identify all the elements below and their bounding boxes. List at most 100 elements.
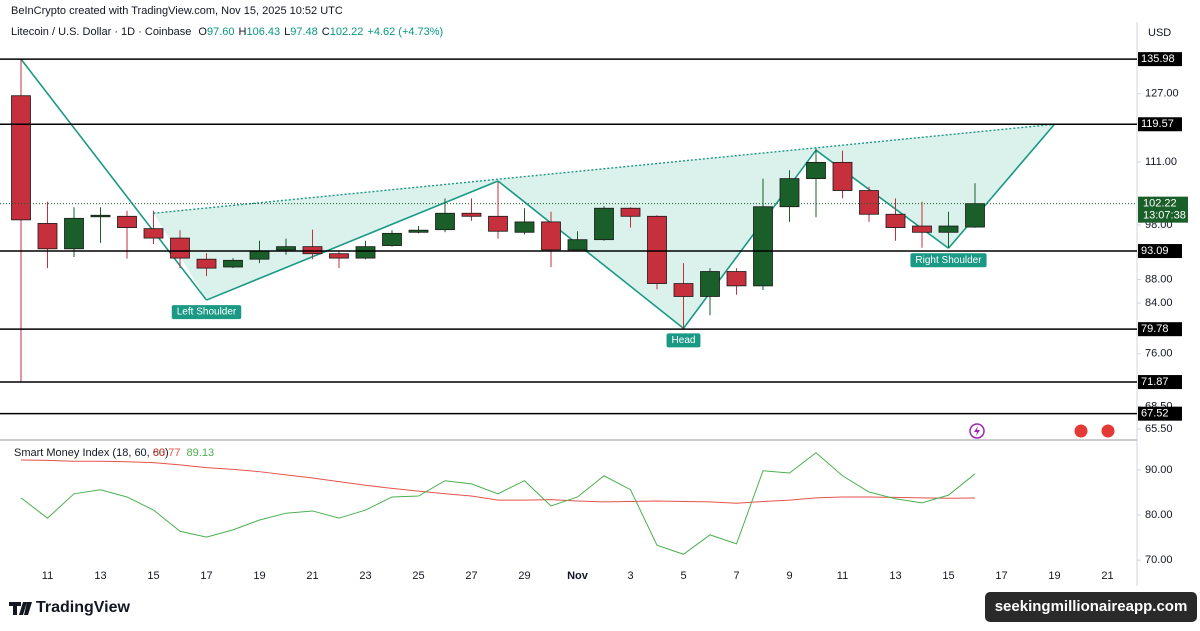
candle-body	[37, 223, 58, 250]
candle-body	[620, 207, 641, 217]
ohlc-key: H	[238, 26, 247, 38]
pattern-segment	[947, 123, 1056, 249]
x-tick-label: 29	[518, 570, 530, 582]
y-tick-label: 88.00	[1145, 273, 1173, 285]
x-tick-label: 19	[1048, 570, 1060, 582]
candle-body	[90, 214, 111, 218]
candle-body	[11, 95, 31, 221]
pattern-segment	[497, 180, 684, 330]
candle-body	[700, 271, 720, 297]
pattern-label: Head	[672, 335, 696, 346]
x-tick-label: 11	[42, 570, 53, 582]
level-label: 119.57	[1141, 118, 1174, 130]
candle-body	[435, 212, 455, 231]
level-label-box	[1138, 117, 1182, 132]
candle-body	[355, 246, 376, 259]
x-tick-label: 17	[995, 570, 1007, 582]
candle-body	[170, 237, 190, 259]
candle-body	[461, 212, 482, 217]
x-tick-label: 9	[786, 570, 792, 582]
x-tick-label: 19	[253, 570, 265, 582]
credit: BeInCrypto created with TradingView.com,…	[11, 5, 343, 17]
x-tick-label: 5	[680, 570, 686, 582]
x-tick-label: 21	[1101, 570, 1113, 582]
pattern-label-box	[666, 333, 701, 348]
tv-logo: TradingView	[9, 599, 131, 616]
candle-body	[647, 215, 667, 284]
x-tick-label: 25	[412, 570, 424, 582]
x-tick-label: 7	[733, 570, 739, 582]
candle-body	[938, 225, 959, 233]
candle-body	[912, 225, 932, 233]
candle-body	[806, 161, 826, 180]
candle-body	[514, 221, 535, 233]
candle-body	[567, 239, 588, 251]
y-tick-label: 90.00	[1145, 464, 1173, 476]
candle-body	[302, 246, 323, 255]
ohlc-value: 97.60	[206, 26, 235, 38]
y-tick-label: 76.00	[1145, 348, 1173, 360]
candle-body	[832, 161, 853, 191]
x-tick-label: 13	[889, 570, 901, 582]
x-tick-label: 21	[306, 570, 318, 582]
candle-body	[329, 253, 349, 259]
candle-body	[408, 229, 429, 233]
candle-body	[488, 215, 508, 232]
x-tick-label: 15	[942, 570, 954, 582]
candle-body	[541, 221, 561, 251]
candle-body	[779, 178, 800, 208]
ohlc-key: C	[321, 26, 330, 38]
candle-body	[673, 283, 694, 297]
legend: Litecoin / U.S. Dollar · 1D · Coinbase O…	[11, 26, 447, 38]
level-label: 67.52	[1141, 408, 1169, 420]
indicator-line	[20, 459, 976, 504]
level-label-box	[1138, 52, 1182, 67]
y-tick-label: 127.00	[1145, 88, 1179, 100]
y-tick-label: 84.00	[1145, 297, 1173, 309]
ohlc-value: 102.22	[329, 26, 364, 38]
price-label-box	[1138, 196, 1188, 223]
candle-body	[594, 207, 614, 241]
price-label: 102.22	[1143, 198, 1177, 210]
x-tick-label: Nov	[567, 570, 589, 582]
pattern-label-box	[910, 253, 987, 268]
x-tick-label: 23	[359, 570, 371, 582]
candle-body	[196, 258, 217, 269]
x-tick-label: 17	[200, 570, 212, 582]
candle-body	[64, 217, 84, 250]
candle-body	[753, 206, 773, 287]
watermark-box	[985, 592, 1197, 622]
pattern-label: Left Shoulder	[177, 307, 237, 318]
candle-body	[726, 271, 747, 287]
pattern-label: Right Shoulder	[915, 255, 982, 266]
y-tick-label: 80.00	[1145, 509, 1173, 521]
x-tick-label: 15	[147, 570, 159, 582]
candle-body	[117, 215, 137, 228]
level-label: 93.09	[1141, 245, 1169, 257]
candle-body	[223, 259, 243, 268]
candle-body	[249, 250, 270, 260]
indicator-value: 83.77	[153, 447, 181, 459]
indicator-value: 89.13	[187, 447, 215, 459]
level-label-box	[1138, 375, 1182, 390]
watermark: seekingmillionaireapp.com	[995, 598, 1188, 615]
indicator-title: Smart Money Index (18, 60, 60)	[14, 447, 169, 459]
candle-body	[859, 190, 879, 215]
x-tick-label: 13	[94, 570, 106, 582]
pattern-segment	[20, 58, 208, 301]
price-pane	[11, 58, 1056, 383]
ohlc-key: L	[284, 26, 291, 38]
pattern-label-box	[171, 305, 242, 320]
y-tick-label: 65.50	[1145, 423, 1173, 435]
level-label: 79.78	[1141, 323, 1169, 335]
x-tick-label: 27	[465, 570, 477, 582]
symbol: Litecoin / U.S. Dollar · 1D · Coinbase	[11, 26, 192, 38]
ohlc-value: 97.48	[290, 26, 318, 38]
change: +4.62 (+4.73%)	[367, 26, 444, 38]
level-label-box	[1138, 322, 1182, 337]
candle-body	[965, 203, 985, 228]
footer-logo: TradingView	[36, 599, 131, 616]
level-label: 135.98	[1141, 53, 1175, 65]
